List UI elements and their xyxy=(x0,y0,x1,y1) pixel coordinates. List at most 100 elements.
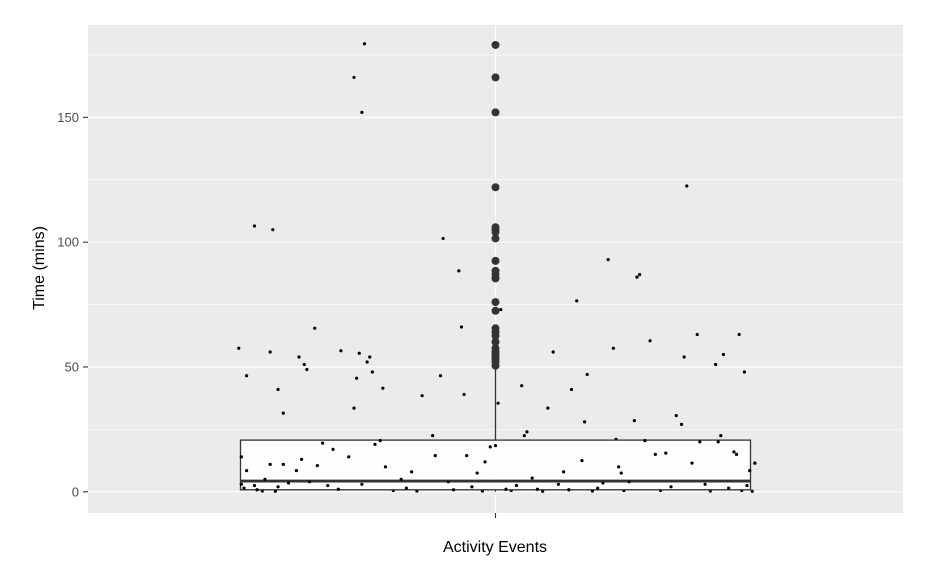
jitter-point xyxy=(669,485,673,489)
jitter-point xyxy=(569,387,574,392)
jitter-point xyxy=(525,430,529,434)
jitter-point xyxy=(713,362,718,367)
jitter-point xyxy=(300,457,304,461)
outlier-point xyxy=(491,108,500,117)
jitter-point xyxy=(575,299,579,303)
jitter-point xyxy=(433,453,437,458)
outlier-point xyxy=(491,344,500,353)
jitter-point xyxy=(721,352,726,357)
jitter-point xyxy=(239,482,243,486)
jitter-point xyxy=(664,451,668,455)
jitter-point xyxy=(520,384,524,388)
jitter-point xyxy=(750,489,754,493)
jitter-point xyxy=(496,401,500,405)
jitter-point xyxy=(273,489,278,493)
jitter-point xyxy=(567,488,571,492)
jitter-point xyxy=(679,422,684,426)
jitter-point xyxy=(459,325,464,329)
jitter-point xyxy=(632,419,636,423)
jitter-point xyxy=(617,465,621,469)
jitter-point xyxy=(488,445,492,449)
jitter-point xyxy=(242,486,246,490)
jitter-point xyxy=(431,434,435,438)
jitter-point xyxy=(745,483,749,488)
jitter-point xyxy=(305,367,309,372)
jitter-point xyxy=(682,355,686,359)
y-tick-label: 50 xyxy=(65,359,79,374)
jitter-point xyxy=(719,434,723,438)
jitter-point xyxy=(281,462,285,466)
jitter-point xyxy=(446,480,450,484)
jitter-point xyxy=(698,440,702,444)
jitter-point xyxy=(365,360,369,364)
y-tick-label: 150 xyxy=(57,110,79,125)
jitter-point xyxy=(748,468,752,473)
jitter-point xyxy=(627,480,631,484)
jitter-point xyxy=(695,332,699,337)
outlier-point xyxy=(491,266,500,275)
jitter-point xyxy=(352,75,356,80)
jitter-point xyxy=(734,452,739,456)
outlier-point xyxy=(491,234,500,243)
jitter-point xyxy=(263,477,267,481)
jitter-point xyxy=(320,441,325,445)
box-element xyxy=(239,369,757,492)
jitter-point xyxy=(522,434,526,438)
jitter-point xyxy=(674,414,678,418)
jitter-point xyxy=(732,450,736,454)
jitter-point xyxy=(753,461,757,465)
jitter-point xyxy=(410,470,414,474)
jitter-point xyxy=(438,374,443,378)
jitter-point xyxy=(255,488,259,492)
jitter-point xyxy=(281,411,285,415)
jitter-point xyxy=(381,386,385,390)
jitter-point xyxy=(347,455,351,459)
jitter-point xyxy=(313,326,317,330)
jitter-point xyxy=(383,465,388,469)
jitter-point xyxy=(286,481,291,485)
jitter-point xyxy=(653,452,657,456)
jitter-point xyxy=(601,481,605,485)
jitter-point xyxy=(294,468,298,473)
jitter-point xyxy=(302,362,306,367)
y-axis-title: Time (mins) xyxy=(31,226,48,310)
jitter-point xyxy=(596,486,600,490)
jitter-point xyxy=(648,339,652,343)
jitter-point xyxy=(582,420,587,424)
jitter-point xyxy=(315,463,319,468)
outlier-points xyxy=(491,40,500,370)
jitter-point xyxy=(368,355,372,359)
y-tick-label: 100 xyxy=(57,235,79,250)
jitter-point xyxy=(493,444,498,448)
jitter-point xyxy=(690,461,694,465)
jitter-point xyxy=(378,439,382,443)
jitter-point xyxy=(556,482,560,486)
jitter-point xyxy=(339,349,343,353)
jitter-point xyxy=(373,442,377,446)
jitter-point xyxy=(530,476,534,480)
x-axis-title: Activity Events xyxy=(443,539,547,556)
outlier-point xyxy=(491,306,500,315)
jitter-point xyxy=(441,236,445,241)
jitter-point xyxy=(331,447,335,451)
jitter-point xyxy=(252,483,257,488)
jitter-point xyxy=(635,275,639,279)
jitter-point xyxy=(420,394,424,398)
jitter-point xyxy=(585,372,589,377)
jitter-point xyxy=(362,42,367,46)
jitter-point xyxy=(399,477,403,481)
jitter-point xyxy=(742,370,747,374)
outlier-point xyxy=(491,40,500,49)
jitter-point xyxy=(307,480,312,484)
jitter-point xyxy=(551,350,555,354)
jitter-point xyxy=(465,453,469,458)
jitter-point xyxy=(245,374,249,378)
jitter-point xyxy=(514,483,519,488)
jitter-point xyxy=(504,487,508,491)
jitter-point xyxy=(611,346,616,350)
jitter-point xyxy=(727,486,731,490)
jitter-point xyxy=(541,489,545,493)
jitter-point xyxy=(703,482,707,486)
jitter-point xyxy=(462,392,466,397)
